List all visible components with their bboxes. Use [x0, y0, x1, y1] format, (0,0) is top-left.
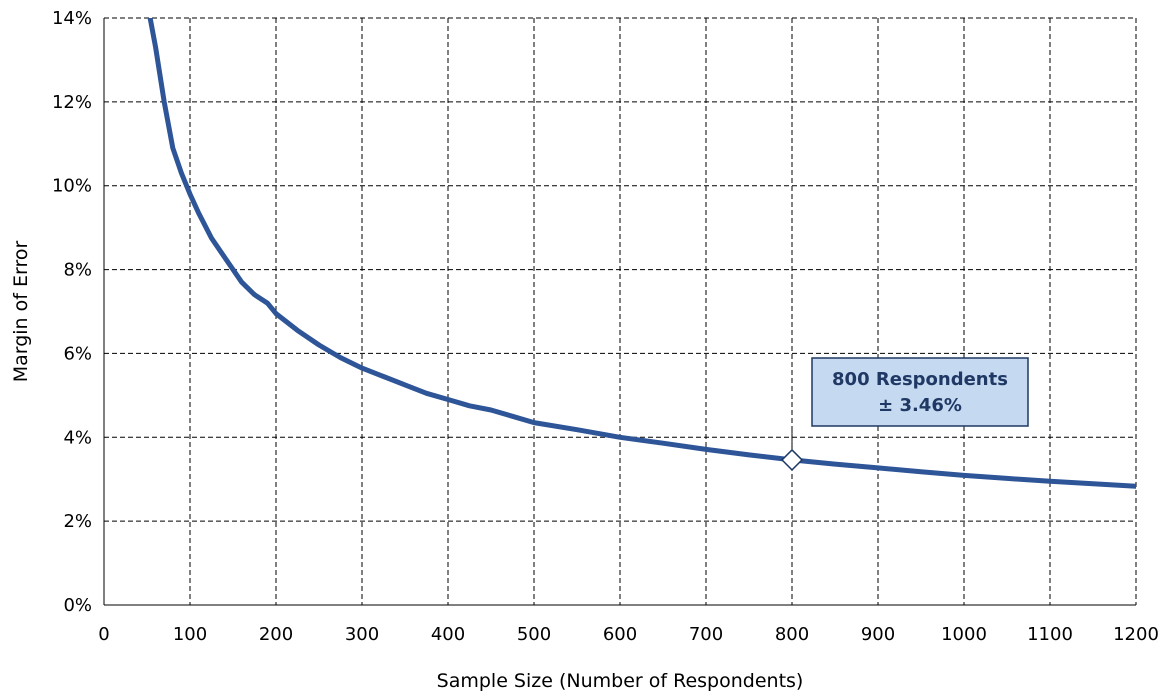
x-tick-label: 600 — [603, 624, 637, 645]
x-tick-label: 100 — [173, 624, 207, 645]
x-tick-label: 800 — [775, 624, 809, 645]
x-tick-label: 1000 — [941, 624, 987, 645]
x-tick-label: 1200 — [1113, 624, 1159, 645]
y-tick-label: 14% — [52, 8, 92, 29]
x-tick-label: 700 — [689, 624, 723, 645]
x-tick-label: 900 — [861, 624, 895, 645]
grid-layer — [104, 17, 1137, 605]
y-tick-label: 4% — [63, 427, 92, 448]
x-tick-label: 400 — [431, 624, 465, 645]
x-tick-label: 0 — [98, 624, 109, 645]
y-tick-label: 2% — [63, 511, 92, 532]
y-tick-label: 0% — [63, 595, 92, 616]
x-tick-label: 300 — [345, 624, 379, 645]
x-tick-label: 500 — [517, 624, 551, 645]
annotation-layer: 800 Respondents ± 3.46% — [780, 357, 1029, 471]
x-tick-label: 1100 — [1027, 624, 1073, 645]
x-tick-label: 200 — [259, 624, 293, 645]
y-tick-label: 8% — [63, 260, 92, 281]
x-axis-title: Sample Size (Number of Respondents) — [437, 670, 804, 692]
callout-text: ± 3.46% — [878, 395, 962, 416]
y-tick-label: 10% — [52, 176, 92, 197]
callout-text: 800 Respondents — [832, 369, 1008, 390]
y-tick-label: 6% — [63, 343, 92, 364]
y-axis-title: Margin of Error — [10, 241, 32, 383]
data-point-marker — [780, 448, 804, 471]
tick-labels: 0 100 200 300 400 500 600 700 800 900 1000 1100 1200… — [52, 8, 1159, 645]
callout-box — [811, 357, 1029, 427]
axes-layer — [103, 18, 1136, 606]
y-tick-label: 12% — [52, 92, 92, 113]
series-line — [147, 18, 1136, 489]
series-layer — [147, 18, 1136, 489]
